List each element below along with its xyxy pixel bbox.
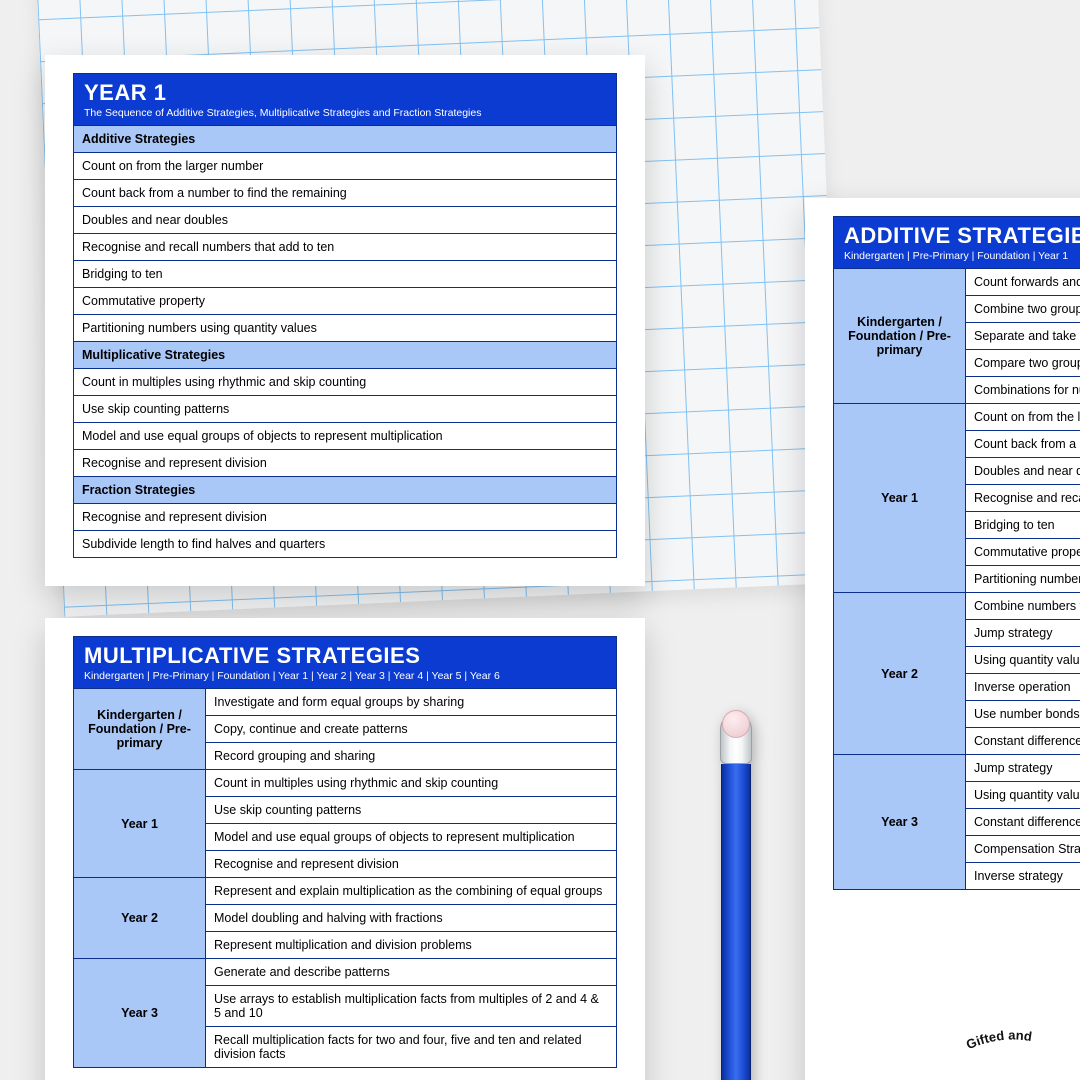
table-row: Bridging to ten [966, 512, 1080, 539]
table-row: Count in multiples using rhythmic and sk… [74, 369, 617, 396]
table-row: Compensation Strategy [966, 836, 1080, 863]
grade-label: Year 3 [74, 959, 206, 1068]
grade-label: Year 3 [834, 755, 966, 890]
section-header: Fraction Strategies [74, 477, 617, 504]
table-row: Count in multiples using rhythmic and sk… [206, 770, 617, 797]
table-row: Inverse strategy [966, 863, 1080, 890]
section-header: Multiplicative Strategies [74, 342, 617, 369]
additive-subtitle: Kindergarten | Pre-Primary | Foundation … [844, 250, 1080, 262]
multiplicative-card: MULTIPLICATIVE STRATEGIES Kindergarten |… [45, 618, 645, 1080]
table-row: Inverse operation [966, 674, 1080, 701]
table-row: Subdivide length to find halves and quar… [74, 531, 617, 558]
table-row: Doubles and near double [966, 458, 1080, 485]
additive-title: ADDITIVE STRATEGIES [844, 223, 1080, 249]
table-row: Use number bonds to solv [966, 701, 1080, 728]
table-row: Represent and explain multiplication as … [206, 878, 617, 905]
table-row: Use arrays to establish multiplication f… [206, 986, 617, 1027]
table-row: Model and use equal groups of objects to… [206, 824, 617, 851]
year1-title: YEAR 1 [84, 80, 606, 106]
additive-card: ADDITIVE STRATEGIES Kindergarten | Pre-P… [805, 198, 1080, 1080]
table-row: Record grouping and sharing [206, 743, 617, 770]
table-row: Constant difference [966, 728, 1080, 755]
table-row: Bridging to ten [74, 261, 617, 288]
svg-text:Gifted and: Gifted and [964, 1027, 1033, 1052]
multiplicative-table: Kindergarten / Foundation / Pre-primaryI… [73, 688, 617, 1068]
table-row: Jump strategy [966, 755, 1080, 782]
multiplicative-title: MULTIPLICATIVE STRATEGIES [84, 643, 606, 669]
year1-title-bar: YEAR 1 The Sequence of Additive Strategi… [73, 73, 617, 125]
table-row: Investigate and form equal groups by sha… [206, 689, 617, 716]
table-row: Count back from a numb [966, 431, 1080, 458]
grade-label: Year 1 [74, 770, 206, 878]
table-row: Use skip counting patterns [74, 396, 617, 423]
table-row: Constant difference / lev [966, 809, 1080, 836]
table-row: Recognise and recall numbers that add to… [74, 234, 617, 261]
table-row: Separate and take away [966, 323, 1080, 350]
table-row: Using quantity values [966, 782, 1080, 809]
table-row: Model doubling and halving with fraction… [206, 905, 617, 932]
table-row: Model and use equal groups of objects to… [74, 423, 617, 450]
table-row: Count on from the larger [966, 404, 1080, 431]
grade-label: Year 2 [834, 593, 966, 755]
year1-subtitle: The Sequence of Additive Strategies, Mul… [84, 107, 606, 119]
grade-label: Kindergarten / Foundation / Pre-primary [74, 689, 206, 770]
additive-table: Kindergarten / Foundation / Pre-primaryC… [833, 268, 1080, 890]
table-row: Copy, continue and create patterns [206, 716, 617, 743]
table-row: Doubles and near doubles [74, 207, 617, 234]
table-row: Jump strategy [966, 620, 1080, 647]
table-row: Commutative property [74, 288, 617, 315]
section-header: Additive Strategies [74, 126, 617, 153]
year1-card: YEAR 1 The Sequence of Additive Strategi… [45, 55, 645, 586]
table-row: Represent multiplication and division pr… [206, 932, 617, 959]
table-row: Recognise and recall nun [966, 485, 1080, 512]
pencil-graphic [718, 700, 754, 1080]
multiplicative-title-bar: MULTIPLICATIVE STRATEGIES Kindergarten |… [73, 636, 617, 688]
gifted-and-text: Gifted and [958, 1022, 1068, 1062]
additive-title-bar: ADDITIVE STRATEGIES Kindergarten | Pre-P… [833, 216, 1080, 268]
table-row: Commutative property [966, 539, 1080, 566]
table-row: Combine numbers that a [966, 593, 1080, 620]
table-row: Recognise and represent division [206, 851, 617, 878]
grade-label: Kindergarten / Foundation / Pre-primary [834, 269, 966, 404]
table-row: Count back from a number to find the rem… [74, 180, 617, 207]
grade-label: Year 2 [74, 878, 206, 959]
table-row: Partitioning numbers using [966, 566, 1080, 593]
table-row: Compare two groups to a [966, 350, 1080, 377]
table-row: Use skip counting patterns [206, 797, 617, 824]
table-row: Using quantity values to s [966, 647, 1080, 674]
table-row: Generate and describe patterns [206, 959, 617, 986]
table-row: Count on from the larger number [74, 153, 617, 180]
table-row: Recognise and represent division [74, 450, 617, 477]
grade-label: Year 1 [834, 404, 966, 593]
table-row: Partitioning numbers using quantity valu… [74, 315, 617, 342]
table-row: Recognise and represent division [74, 504, 617, 531]
year1-table: Additive StrategiesCount on from the lar… [73, 125, 617, 558]
table-row: Count forwards and back [966, 269, 1080, 296]
table-row: Recall multiplication facts for two and … [206, 1027, 617, 1068]
table-row: Combine two groups and [966, 296, 1080, 323]
multiplicative-subtitle: Kindergarten | Pre-Primary | Foundation … [84, 670, 606, 682]
table-row: Combinations for number [966, 377, 1080, 404]
